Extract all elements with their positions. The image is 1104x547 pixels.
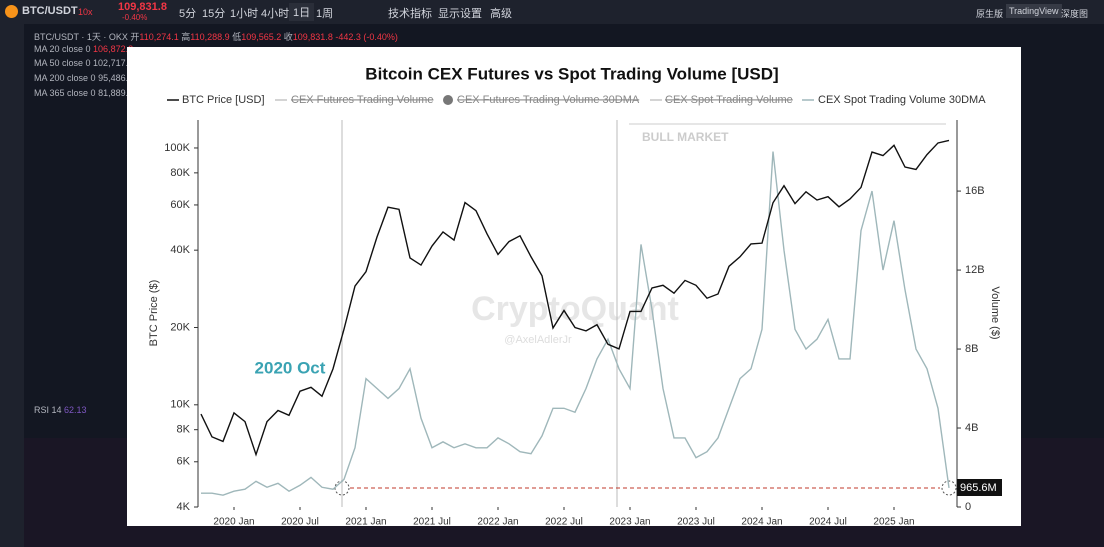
tool[interactable]: 显示设置 bbox=[438, 8, 482, 20]
label: 开 bbox=[130, 32, 140, 42]
x-tick-label: 2022 Jan bbox=[477, 517, 518, 526]
interval[interactable]: 5分 bbox=[179, 8, 197, 20]
x-tick-label: 2021 Jul bbox=[413, 517, 451, 526]
ma-value: 102,717.0 bbox=[93, 58, 134, 68]
y2-tick-label: 0 bbox=[965, 501, 971, 513]
ma-value: 81,889.0 bbox=[98, 88, 134, 98]
interval[interactable]: 4小时 bbox=[261, 8, 290, 20]
y2-tick-label: 12B bbox=[965, 264, 985, 276]
ma-row: MA 365 close 0 81,889.0 bbox=[34, 88, 133, 98]
x-tick-label: 2025 Jan bbox=[873, 517, 914, 526]
y2-axis-label: Volume ($) bbox=[989, 286, 1001, 339]
interval[interactable]: 1周 bbox=[316, 8, 334, 20]
value-label: 965.6M bbox=[960, 482, 997, 494]
value: -442.3 (-0.40%) bbox=[335, 32, 398, 42]
x-tick-label: 2020 Jul bbox=[281, 517, 319, 526]
coin-icon[interactable] bbox=[5, 5, 18, 18]
chart-panel bbox=[127, 47, 1021, 526]
info-line: BTC/USDT · 1天 · OKX 开110,274.1 高110,288.… bbox=[34, 30, 398, 43]
view[interactable]: 深度图 bbox=[1061, 9, 1089, 19]
x-tick-label: 2024 Jan bbox=[741, 517, 782, 526]
y-tick-label: 100K bbox=[164, 142, 190, 154]
y-tick-label: 80K bbox=[170, 167, 190, 179]
top-toolbar bbox=[0, 0, 1104, 24]
ma-row: MA 20 close 0 106,872.2 bbox=[34, 44, 133, 54]
y-tick-label: 20K bbox=[170, 321, 190, 333]
chart: Bitcoin CEX Futures vs Spot Trading Volu… bbox=[127, 47, 1021, 526]
ma-label: MA 200 close 0 bbox=[34, 73, 96, 83]
view[interactable]: 原生版 bbox=[976, 9, 1004, 19]
value: 109,831.8 bbox=[292, 32, 333, 42]
leverage: 10x bbox=[78, 7, 93, 17]
ma-value: 106,872.2 bbox=[93, 44, 134, 54]
change: -0.40% bbox=[122, 13, 148, 22]
label: 收 bbox=[283, 32, 293, 42]
legend-entry[interactable]: CEX Spot Trading Volume bbox=[665, 94, 793, 106]
oct-label: 2020 Oct bbox=[255, 358, 326, 377]
y-tick-label: 10K bbox=[170, 399, 190, 411]
bull-label: BULL MARKET bbox=[642, 130, 729, 144]
value: 110,288.9 bbox=[190, 32, 230, 42]
y2-tick-label: 8B bbox=[965, 343, 978, 355]
x-tick-label: 2023 Jul bbox=[677, 517, 715, 526]
y-axis-label: BTC Price ($) bbox=[148, 280, 160, 347]
legend-marker bbox=[443, 95, 453, 105]
y-tick-label: 8K bbox=[177, 424, 191, 436]
ma-label: MA 50 close 0 bbox=[34, 58, 91, 68]
y2-tick-label: 16B bbox=[965, 185, 985, 197]
series-line bbox=[201, 151, 950, 496]
x-tick-label: 2023 Jan bbox=[609, 517, 650, 526]
rsi-label: RSI 14 bbox=[34, 405, 62, 415]
legend-entry[interactable]: CEX Futures Trading Volume 30DMA bbox=[457, 94, 640, 106]
value: 110,274.1 bbox=[139, 32, 179, 42]
interval[interactable]: 15分 bbox=[202, 8, 226, 20]
value: 109,565.2 bbox=[241, 32, 282, 42]
tool[interactable]: 高级 bbox=[490, 8, 512, 20]
legend-entry[interactable]: BTC Price [USD] bbox=[182, 94, 265, 106]
x-tick-label: 2020 Jan bbox=[213, 517, 254, 526]
x-tick-label: 2024 Jul bbox=[809, 517, 847, 526]
interval-active[interactable]: 1日 bbox=[289, 3, 315, 21]
legend-entry[interactable]: CEX Spot Trading Volume 30DMA bbox=[818, 94, 986, 106]
label: 高 bbox=[181, 32, 191, 42]
legend-entry[interactable]: CEX Futures Trading Volume bbox=[291, 94, 433, 106]
rsi-value: 62.13 bbox=[64, 405, 87, 415]
y2-tick-label: 4B bbox=[965, 422, 978, 434]
x-tick-label: 2022 Jul bbox=[545, 517, 583, 526]
label: 低 bbox=[232, 32, 242, 42]
watermark: CryptoQuant bbox=[471, 290, 679, 328]
ma-label: MA 365 close 0 bbox=[34, 88, 96, 98]
watermark-author: @AxelAdlerJr bbox=[504, 334, 572, 346]
ma-row: MA 50 close 0 102,717.0 bbox=[34, 58, 133, 68]
price: 109,831.8 bbox=[118, 1, 167, 13]
ma-label: MA 20 close 0 bbox=[34, 44, 91, 54]
y-tick-label: 60K bbox=[170, 199, 190, 211]
y-tick-label: 6K bbox=[177, 456, 191, 468]
value-label-box bbox=[957, 479, 1002, 496]
view-active[interactable]: TradingView bbox=[1006, 4, 1062, 18]
ma-row: MA 200 close 0 95,486.0 bbox=[34, 73, 133, 83]
x-tick-label: 2021 Jan bbox=[345, 517, 386, 526]
left-toolbar bbox=[0, 24, 24, 547]
interval[interactable]: 1小时 bbox=[230, 8, 259, 20]
end-circle bbox=[941, 480, 957, 496]
tool[interactable]: 技术指标 bbox=[388, 8, 432, 20]
series-line bbox=[200, 139, 950, 457]
y-tick-label: 4K bbox=[177, 501, 191, 513]
chart-title: Bitcoin CEX Futures vs Spot Trading Volu… bbox=[365, 64, 778, 83]
symbol[interactable]: BTC/USDT bbox=[22, 5, 78, 17]
info-title: BTC/USDT · 1天 · OKX bbox=[34, 32, 128, 42]
ma-value: 95,486.0 bbox=[98, 73, 134, 83]
rsi-row: RSI 14 62.13 bbox=[34, 405, 87, 415]
y-tick-label: 40K bbox=[170, 244, 190, 256]
